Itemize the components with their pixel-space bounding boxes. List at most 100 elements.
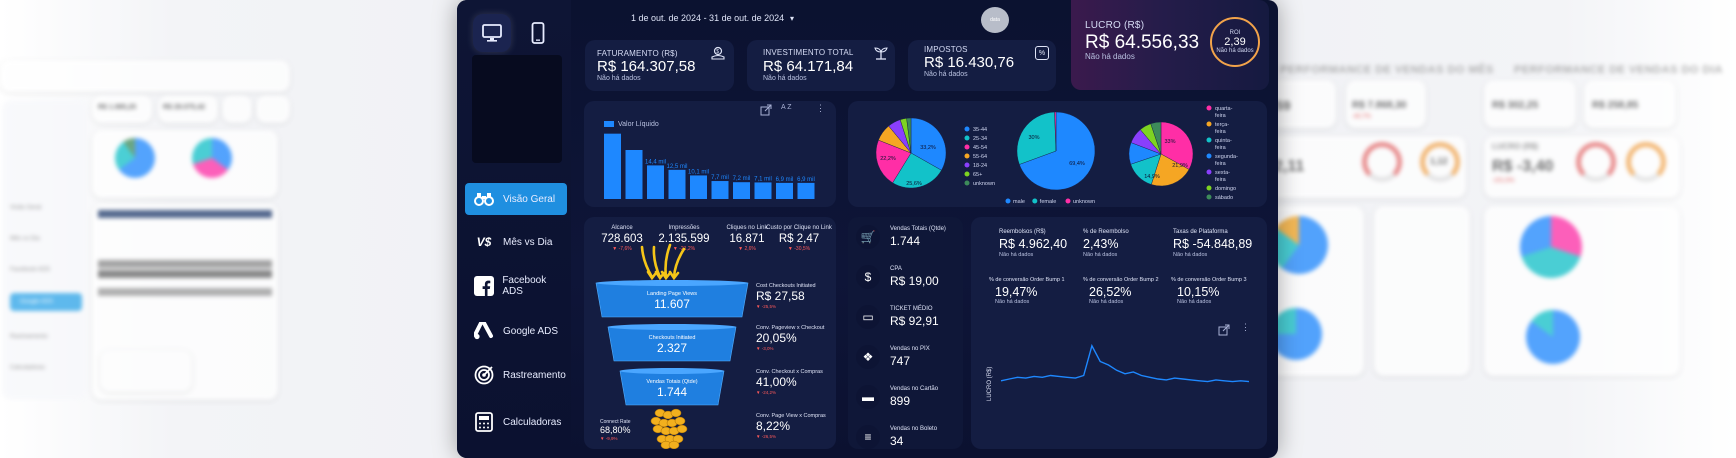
legend-dot: [1206, 169, 1212, 175]
coin-icon: [674, 416, 686, 426]
legend-label: Valor Líquido: [618, 121, 659, 128]
desktop-view-button[interactable]: [473, 14, 511, 52]
age-pie-slice: [906, 117, 912, 154]
export-icon[interactable]: [760, 103, 772, 116]
ghost-nav-item: Google ADS: [10, 293, 82, 311]
refund-metric-note: Não há dados: [999, 252, 1034, 258]
export-icon[interactable]: [1218, 323, 1230, 336]
sidebar-item-google-ads[interactable]: Google ADS: [465, 315, 567, 347]
profit-line: [1000, 343, 1250, 383]
funnel-rim: [608, 324, 736, 330]
funnel-stage-value: 1.744: [657, 385, 687, 399]
sidebar-item-rastreamento[interactable]: Rastreamento: [465, 359, 567, 391]
refund-metric-value: R$ -54.848,89: [1173, 237, 1253, 251]
svg-text:$: $: [716, 49, 719, 55]
funnel-metric-label: Impressões: [668, 225, 699, 231]
ghost-label: LUCRO (R$): [1492, 142, 1539, 151]
legend-label: 45-54: [973, 145, 987, 151]
kpi-label: FATURAMENTO (R$): [597, 49, 678, 58]
bar-data-label: 10,1 mil: [688, 169, 709, 175]
legend-dot: [1206, 121, 1212, 127]
legend-dot: [1005, 198, 1011, 204]
legend-dot: [1206, 105, 1212, 111]
sales-metric-value: 899: [890, 394, 911, 408]
demographics-card: 33,2% 25,6% 22,2% 35-44 25-34 45-54 55-64 18-24…: [848, 101, 1267, 207]
refund-metric-label: % de Reembolso: [1083, 229, 1129, 235]
sidebar-item-label: Rastreamento: [503, 369, 566, 381]
sidebar-item-label: Facebook ADS: [502, 275, 547, 297]
gender-pie-slice: [1054, 111, 1057, 152]
funnel-metric-value: 2.135.599: [658, 233, 709, 245]
refund-metric-value: 2,43%: [1083, 237, 1119, 251]
bar: [797, 182, 815, 199]
ghost-value: R$ 302,25: [1492, 100, 1539, 111]
sort-icon[interactable]: A Z: [781, 104, 792, 111]
cart-icon: 🛒: [856, 225, 880, 249]
ghost-value: R$ 7.868,30: [1352, 100, 1407, 111]
connect-rate-label: Connect Rate: [600, 419, 631, 425]
more-menu-icon[interactable]: ⋮: [816, 103, 825, 113]
conversion-label: Cost Checkouts Initiated: [756, 283, 816, 289]
bar: [733, 182, 750, 199]
sidebar-item-facebook-ads[interactable]: Facebook ADS: [465, 270, 567, 302]
ghost-value: 1,12: [1430, 156, 1448, 166]
gender-pie-data-label: 30%: [1028, 135, 1039, 141]
legend-label: unknown: [973, 181, 995, 187]
funnel-stage-value: 2.327: [657, 341, 687, 355]
profit-line-chart: LUCRO (R$): [987, 343, 1250, 401]
weekday-pie-data-label: 14,9%: [1144, 174, 1160, 180]
funnel-rim: [596, 280, 748, 286]
legend-label: feira: [1215, 129, 1227, 135]
order-bump-label: % de conversão Order Bump 2: [1083, 277, 1159, 283]
sidebar-item-label: Google ADS: [503, 325, 559, 337]
kpi-label: LUCRO (R$): [1085, 20, 1145, 31]
legend-dot: [1065, 198, 1071, 204]
funnel-metric-value: R$ 2,47: [779, 233, 819, 245]
age-pie-slice: [892, 152, 942, 189]
conversion-value: 20,05%: [756, 331, 797, 345]
arrow-icon: [672, 247, 686, 279]
refund-metric-note: Não há dados: [1083, 252, 1118, 258]
ghost-nav-item: Mês vs Dia: [10, 236, 40, 242]
bar-data-label: 7,7 mil: [711, 175, 729, 181]
mobile-view-button[interactable]: [519, 14, 557, 52]
weekday-pie-data-label: 21,9%: [1172, 163, 1188, 169]
more-menu-icon[interactable]: ⋮: [1241, 322, 1250, 332]
bar-data-label: 7,1 mil: [754, 176, 772, 182]
legend-label: 55-64: [973, 154, 987, 160]
legend-label: quarta-: [1215, 106, 1233, 112]
ticket-icon: ▭: [856, 305, 880, 329]
legend-label: terça-: [1215, 122, 1229, 128]
card-icon: ▬: [856, 385, 880, 409]
legend-dot: [1032, 198, 1038, 204]
legend-dot: [1206, 185, 1212, 191]
kpi-investimento: INVESTIMENTO TOTAL R$ 64.171,84 Não há d…: [747, 40, 895, 91]
sales-metric-value: 1.744: [890, 234, 921, 248]
chevron-down-icon[interactable]: ▾: [790, 14, 795, 23]
dashboard: Visão Geral V$ Mês vs Dia Facebook ADS G…: [457, 0, 1278, 458]
legend-dot: [964, 153, 970, 159]
bar: [711, 181, 729, 199]
funnel-stage-label: Vendas Totais (Qtde): [646, 379, 697, 385]
pix-icon: ❖: [856, 345, 880, 369]
ghost-value: R$ 258,85: [1592, 100, 1639, 111]
bar: [690, 175, 707, 199]
legend-label: 25-34: [973, 136, 987, 142]
roi-label: ROI: [1229, 30, 1241, 36]
date-range-picker[interactable]: 1 de out. de 2024 - 31 de out. de 2024: [631, 13, 785, 23]
ghost-nav-item: Rastreamento: [10, 334, 48, 340]
left-preview-dashboard: Visão Geral Mês vs Dia Facebook ADS Goog…: [0, 60, 290, 400]
legend-label: sexta-: [1215, 170, 1230, 176]
order-bump-value: 26,52%: [1089, 285, 1132, 299]
kpi-note: Não há dados: [1085, 52, 1135, 61]
bar-chart-card: Valor Líquido A Z ⋮ 14,4 mil 12,5 mil 10,1…: [584, 101, 836, 207]
legend-dot: [964, 126, 970, 132]
money-hand-icon: $: [711, 46, 725, 60]
bar-data-label: 6,9 mil: [797, 177, 815, 183]
dollar-icon: $: [856, 265, 880, 289]
sidebar-item-mes-vs-dia[interactable]: V$ Mês vs Dia: [465, 226, 567, 258]
refunds-card: Reembolsos (R$) R$ 4.962,40 Não há dados% …: [971, 217, 1267, 449]
sidebar-item-calculadoras[interactable]: Calculadoras: [465, 406, 567, 438]
sidebar-item-visao-geral[interactable]: Visão Geral: [465, 183, 567, 215]
avatar[interactable]: data: [981, 7, 1009, 33]
